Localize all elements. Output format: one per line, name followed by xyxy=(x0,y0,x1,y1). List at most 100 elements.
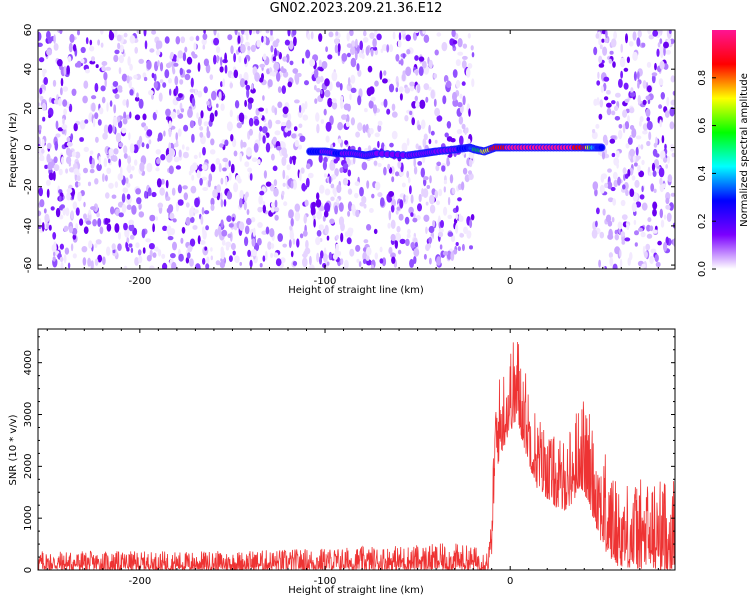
noise-cell xyxy=(175,165,181,170)
noise-cell xyxy=(220,56,223,67)
noise-cell xyxy=(160,178,165,185)
noise-cell xyxy=(123,153,128,159)
noise-cell xyxy=(462,95,466,106)
noise-cell xyxy=(252,227,256,238)
noise-cell xyxy=(629,125,635,130)
noise-cell xyxy=(83,201,86,208)
noise-cell xyxy=(242,141,247,148)
noise-cell xyxy=(66,192,71,201)
noise-cell xyxy=(602,208,606,216)
noise-cell xyxy=(365,46,370,56)
noise-cell xyxy=(214,229,219,238)
noise-cell xyxy=(44,164,48,169)
noise-cell xyxy=(151,30,157,35)
noise-cell xyxy=(101,61,108,66)
noise-cell xyxy=(285,53,290,63)
noise-cell xyxy=(41,155,45,161)
noise-cell xyxy=(257,159,261,165)
noise-cell xyxy=(128,132,131,141)
noise-cell xyxy=(610,135,617,140)
noise-cell xyxy=(376,33,382,41)
noise-cell xyxy=(57,127,64,132)
noise-cell xyxy=(73,123,78,132)
noise-cell xyxy=(315,112,320,122)
noise-cell xyxy=(643,251,648,259)
noise-cell xyxy=(670,75,675,83)
noise-cell xyxy=(347,188,353,195)
x-tick-label: 0 xyxy=(507,576,513,587)
noise-cell xyxy=(446,156,450,167)
noise-cell xyxy=(118,88,123,93)
noise-cell xyxy=(157,137,160,142)
noise-cell xyxy=(83,213,87,220)
noise-cell xyxy=(219,66,224,73)
noise-cell xyxy=(139,162,145,172)
noise-cell xyxy=(233,182,239,193)
noise-cell xyxy=(649,225,654,232)
noise-cell xyxy=(70,210,74,219)
noise-cell xyxy=(633,219,637,226)
noise-cell xyxy=(350,117,355,126)
noise-cell xyxy=(337,43,341,53)
noise-cell xyxy=(370,48,374,57)
noise-cell xyxy=(189,120,195,129)
noise-cell xyxy=(374,30,378,38)
noise-cell xyxy=(118,231,121,240)
noise-cell xyxy=(136,197,142,205)
noise-cell xyxy=(623,67,629,72)
noise-cell xyxy=(198,164,203,172)
noise-cell xyxy=(169,54,174,60)
noise-cell xyxy=(121,127,127,134)
noise-cell xyxy=(619,258,623,269)
noise-cell xyxy=(404,115,409,122)
noise-cell xyxy=(201,176,208,181)
noise-cell xyxy=(324,188,331,196)
noise-cell xyxy=(233,53,237,63)
noise-cell xyxy=(274,207,280,212)
noise-cell xyxy=(202,33,208,40)
noise-cell xyxy=(462,55,468,60)
noise-cell xyxy=(55,120,59,130)
noise-cell xyxy=(466,230,472,239)
noise-cell xyxy=(374,252,378,260)
noise-cell xyxy=(118,158,122,168)
noise-cell xyxy=(355,244,361,252)
noise-cell xyxy=(72,44,77,52)
noise-cell xyxy=(228,223,234,228)
noise-cell xyxy=(436,256,442,266)
noise-cell xyxy=(154,61,159,72)
noise-cell xyxy=(435,164,440,172)
noise-cell xyxy=(155,149,162,155)
noise-cell xyxy=(451,187,456,195)
snr-x-axis: -200 -100 0 xyxy=(46,329,659,587)
noise-cell xyxy=(222,157,229,163)
noise-cell xyxy=(152,252,157,258)
noise-cell xyxy=(63,225,69,232)
y-tick-label: 1000 xyxy=(23,505,34,530)
noise-cell xyxy=(405,238,410,247)
colorbar-tick-label: 0.8 xyxy=(697,70,708,86)
noise-cell xyxy=(62,118,65,125)
noise-cell xyxy=(90,206,97,211)
noise-cell xyxy=(625,143,630,149)
noise-cell xyxy=(47,161,53,171)
noise-cell xyxy=(38,102,41,107)
noise-cell xyxy=(102,173,105,183)
noise-cell xyxy=(363,239,369,244)
y-tick-label: 40 xyxy=(23,63,34,76)
noise-cell xyxy=(216,46,221,54)
noise-cell xyxy=(443,179,447,185)
noise-cell xyxy=(276,72,281,82)
noise-cell xyxy=(471,78,475,88)
noise-cell xyxy=(343,103,350,111)
noise-cell xyxy=(175,202,179,212)
noise-cell xyxy=(191,174,195,181)
noise-cell xyxy=(608,228,613,239)
noise-cell xyxy=(392,31,396,40)
noise-cell xyxy=(364,108,368,113)
noise-cell xyxy=(221,239,226,246)
noise-cell xyxy=(185,216,191,226)
noise-cell xyxy=(457,102,463,108)
noise-cell xyxy=(457,197,462,202)
